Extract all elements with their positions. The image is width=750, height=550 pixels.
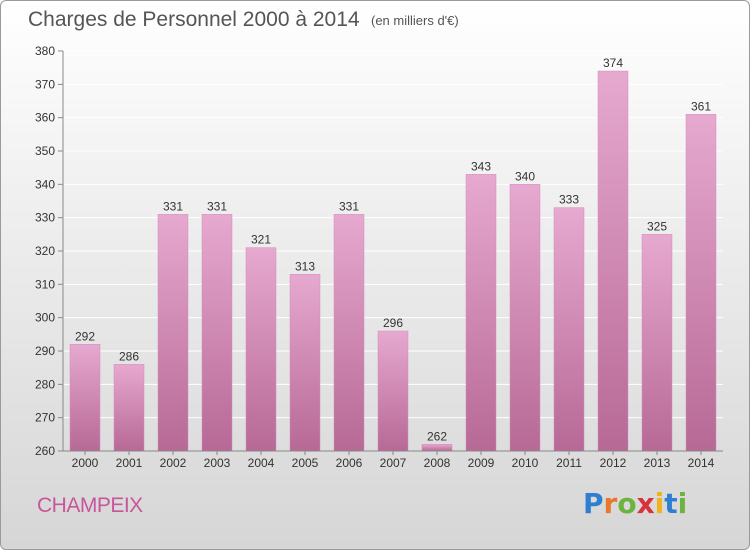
bar — [245, 247, 277, 452]
x-tick-label: 2013 — [644, 456, 671, 470]
y-tick-label: 310 — [35, 277, 55, 291]
data-label: 292 — [75, 329, 95, 343]
bar — [377, 330, 409, 452]
bar — [597, 70, 629, 452]
bar — [157, 214, 189, 452]
x-tick-label: 2004 — [248, 456, 275, 470]
y-tick-label: 340 — [35, 177, 55, 191]
logo-letter: o — [617, 487, 637, 520]
data-label: 321 — [251, 233, 271, 247]
data-label: 333 — [559, 193, 579, 207]
y-tick-label: 280 — [35, 377, 55, 391]
data-label: 331 — [339, 199, 359, 213]
x-tick-label: 2000 — [72, 456, 99, 470]
chart-subtitle: (en milliers d'€) — [371, 13, 459, 28]
bar — [113, 364, 145, 452]
data-label: 286 — [119, 349, 139, 363]
x-tick-label: 2001 — [116, 456, 143, 470]
bars — [69, 70, 717, 452]
data-label: 331 — [207, 199, 227, 213]
bar — [333, 214, 365, 452]
x-tick-label: 2012 — [600, 456, 627, 470]
logo-letter: t — [664, 487, 678, 520]
chart-title: Charges de Personnel 2000 à 2014 — [28, 8, 360, 31]
bar — [289, 274, 321, 452]
logo-letter: P — [583, 487, 604, 520]
data-label: 374 — [603, 56, 623, 70]
bar — [641, 234, 673, 452]
commune-name: CHAMPEIX — [37, 494, 143, 517]
data-label: 313 — [295, 259, 315, 273]
x-tick-label: 2011 — [556, 456, 582, 470]
data-label: 262 — [427, 429, 447, 443]
x-tick-label: 2009 — [468, 456, 495, 470]
y-tick-label: 350 — [35, 144, 55, 158]
proxiti-logo: Proxiti — [583, 487, 687, 520]
data-label: 296 — [383, 316, 403, 330]
y-tick-label: 320 — [35, 244, 55, 258]
x-tick-label: 2010 — [512, 456, 539, 470]
logo-letter: i — [654, 487, 665, 520]
data-label: 325 — [647, 219, 667, 233]
bar — [553, 207, 585, 452]
y-tick-label: 380 — [35, 44, 55, 58]
data-label: 331 — [163, 199, 183, 213]
bar — [509, 184, 541, 452]
data-label: 361 — [691, 99, 711, 113]
y-tick-label: 270 — [35, 411, 55, 425]
x-tick-label: 2006 — [336, 456, 363, 470]
x-tick-label: 2005 — [292, 456, 319, 470]
y-tick-label: 330 — [35, 211, 55, 225]
data-label: 340 — [515, 169, 535, 183]
y-tick-label: 300 — [35, 311, 55, 325]
x-tick-label: 2007 — [380, 456, 407, 470]
data-label: 343 — [471, 159, 491, 173]
bar — [201, 214, 233, 452]
logo-letter: i — [677, 487, 688, 520]
logo-letter: x — [636, 487, 655, 520]
bar — [465, 174, 497, 452]
logo-letter: r — [603, 487, 618, 520]
y-tick-label: 360 — [35, 111, 55, 125]
labels: 260 270 280 290 300 310 320 330 340 350 360 370 380 2… — [35, 44, 715, 470]
x-tick-label: 2003 — [204, 456, 231, 470]
axes — [58, 50, 723, 455]
y-tick-label: 370 — [35, 77, 55, 91]
x-tick-label: 2002 — [160, 456, 187, 470]
bar — [685, 114, 717, 452]
bar — [421, 444, 453, 452]
y-tick-label: 290 — [35, 344, 55, 358]
y-tick-label: 260 — [35, 444, 55, 458]
bar — [69, 344, 101, 452]
x-tick-label: 2014 — [688, 456, 715, 470]
x-tick-label: 2008 — [424, 456, 451, 470]
